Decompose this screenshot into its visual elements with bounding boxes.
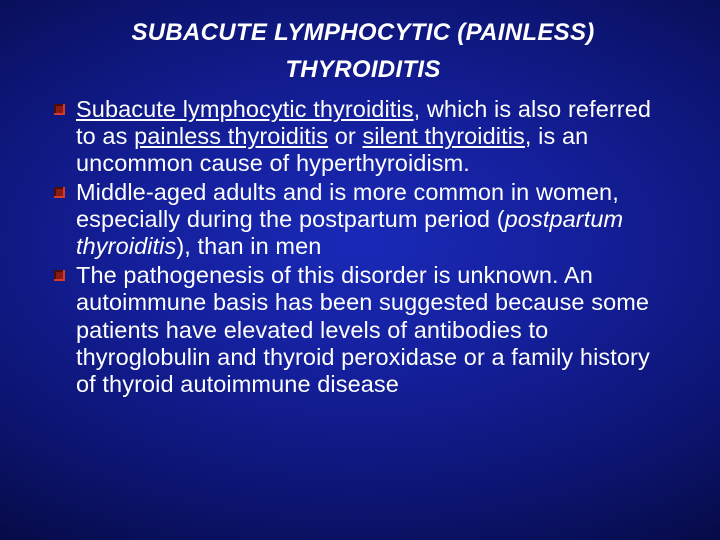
title-line-1: SUBACUTE LYMPHOCYTIC (PAINLESS) bbox=[54, 14, 672, 51]
bullet-item: The pathogenesis of this disorder is unk… bbox=[54, 262, 672, 397]
bullet-item: Middle-aged adults and is more common in… bbox=[54, 179, 672, 260]
bullet-item: Subacute lymphocytic thyroiditis, which … bbox=[54, 96, 672, 177]
title-line-2: THYROIDITIS bbox=[54, 51, 672, 88]
slide: SUBACUTE LYMPHOCYTIC (PAINLESS) THYROIDI… bbox=[0, 0, 720, 540]
bullet-text: ), than in men bbox=[176, 233, 321, 259]
bullet-text-underline: silent thyroiditis bbox=[362, 123, 524, 149]
slide-title: SUBACUTE LYMPHOCYTIC (PAINLESS) THYROIDI… bbox=[54, 14, 672, 88]
bullet-list: Subacute lymphocytic thyroiditis, which … bbox=[54, 96, 672, 397]
bullet-text: The pathogenesis of this disorder is unk… bbox=[76, 262, 650, 396]
bullet-text: or bbox=[328, 123, 362, 149]
bullet-text-underline: painless thyroiditis bbox=[134, 123, 328, 149]
bullet-text-underline: Subacute lymphocytic thyroiditis bbox=[76, 96, 414, 122]
